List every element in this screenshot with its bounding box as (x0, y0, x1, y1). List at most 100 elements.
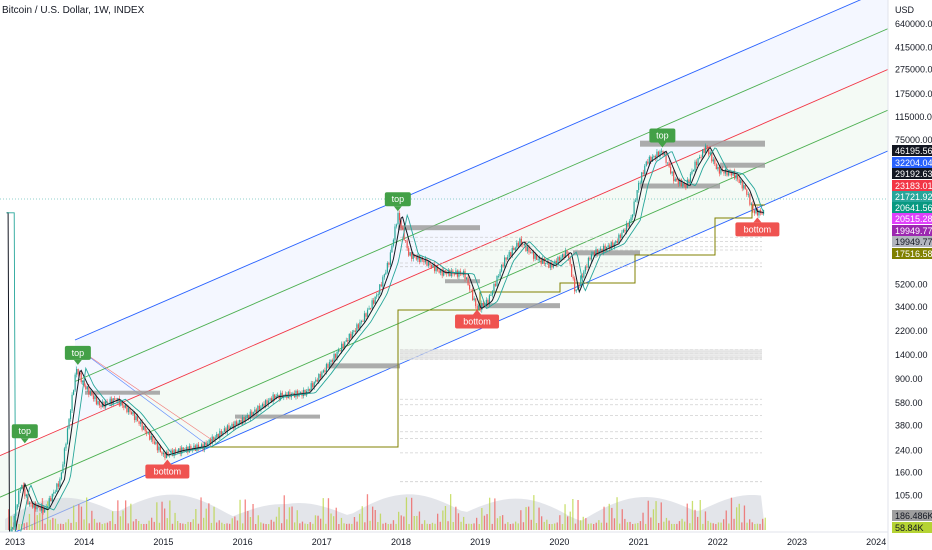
time-tick-label: 2023 (787, 537, 807, 547)
candle-body (277, 394, 279, 397)
candle-body (307, 388, 309, 392)
candle-body (735, 175, 737, 179)
volume-bar (457, 513, 460, 530)
candle-body (25, 494, 27, 497)
candle-body (203, 442, 206, 450)
volume-bar (473, 523, 475, 530)
resistance-zone (720, 162, 765, 168)
price-axis[interactable]: USD 640000.00 415000.00 275000.00 175000.00 1… (888, 0, 932, 550)
candle-body (362, 321, 364, 322)
candle-body (141, 421, 143, 430)
volume-bar (26, 522, 28, 530)
time-axis[interactable]: 2013 2014 2015 2016 2017 2018 2019 2020 2021 2022… (0, 0, 889, 550)
volume-bar (439, 521, 441, 530)
candle-body (615, 240, 617, 244)
candle-body (245, 417, 247, 422)
candle-body (472, 289, 474, 301)
candle-body (418, 255, 420, 263)
candle-body (246, 415, 248, 418)
volume-bar (507, 522, 509, 530)
price-label-box (892, 145, 932, 156)
candle-body (338, 350, 340, 352)
volume-bar (275, 516, 278, 530)
candle-body (257, 405, 259, 414)
candle-body (706, 145, 708, 150)
volume-bar (132, 521, 135, 530)
candle-body (700, 156, 702, 158)
candle-body (708, 149, 710, 155)
candle-body (697, 158, 699, 166)
annotation-arrow (753, 217, 762, 223)
candle-body (510, 252, 512, 256)
candle-body (695, 161, 698, 166)
time-tick-label: 2022 (708, 537, 728, 547)
candle-body (123, 405, 125, 408)
volume-bar (580, 520, 582, 530)
candle-body (589, 257, 591, 260)
candle-body (730, 173, 733, 176)
volume-bar (325, 523, 327, 530)
candle-body (417, 255, 419, 260)
volume-bar (447, 521, 449, 530)
candle-body (336, 351, 338, 358)
candle-body (450, 270, 452, 277)
candle-body (344, 341, 346, 348)
support-step-line (210, 204, 765, 448)
candle-body (347, 340, 349, 342)
candle-body (53, 492, 55, 494)
candle-body (627, 223, 629, 227)
candle-body (497, 275, 500, 277)
candle-body (147, 431, 149, 434)
volume-bar (288, 507, 291, 530)
candle-body (34, 502, 37, 510)
price-tick-label: 3400.00 (895, 302, 928, 312)
volume-bar (10, 516, 12, 530)
candle-body (231, 423, 233, 427)
candle-body (514, 247, 516, 251)
candle-body (210, 439, 212, 444)
resistance-zone (330, 363, 400, 369)
volume-bar (234, 516, 236, 530)
candle-body (433, 263, 436, 272)
candle-body (376, 295, 378, 297)
time-tick-label: 2014 (74, 537, 94, 547)
volume-bar (23, 523, 25, 530)
volume-bar (18, 524, 20, 530)
volume-bar (400, 515, 402, 530)
candle-body (104, 401, 107, 408)
candle-body (249, 411, 251, 419)
candle-body (502, 264, 504, 267)
candle-body (264, 400, 267, 408)
candle-body (269, 398, 271, 401)
volume-bar (299, 523, 301, 530)
volume-bar (512, 523, 514, 530)
volume-bar (613, 518, 616, 530)
candle-body (631, 214, 634, 218)
candle-body (525, 243, 527, 251)
price-label-box (892, 191, 932, 202)
candle-body (692, 169, 695, 172)
candle-body (217, 433, 219, 439)
candle-body (50, 498, 52, 502)
candle-body (328, 362, 331, 368)
candle-body (750, 203, 752, 205)
candle-body (267, 400, 270, 405)
candle-body (659, 151, 661, 157)
volume-bar (608, 503, 610, 530)
volume-bar (715, 524, 717, 530)
price-tick-label: 115000.00 (895, 112, 932, 122)
volume-bar (751, 522, 753, 530)
volume-bar (281, 523, 283, 530)
volume-bar (148, 520, 150, 530)
candle-body (65, 443, 67, 449)
candle-body (478, 305, 480, 310)
top-label: top (384, 192, 411, 212)
candle-body (746, 189, 748, 195)
candle-body (616, 240, 618, 243)
candle-body (363, 313, 366, 322)
annotation-text: top (72, 348, 85, 358)
candle-body (657, 151, 660, 157)
candle-body (542, 258, 544, 264)
